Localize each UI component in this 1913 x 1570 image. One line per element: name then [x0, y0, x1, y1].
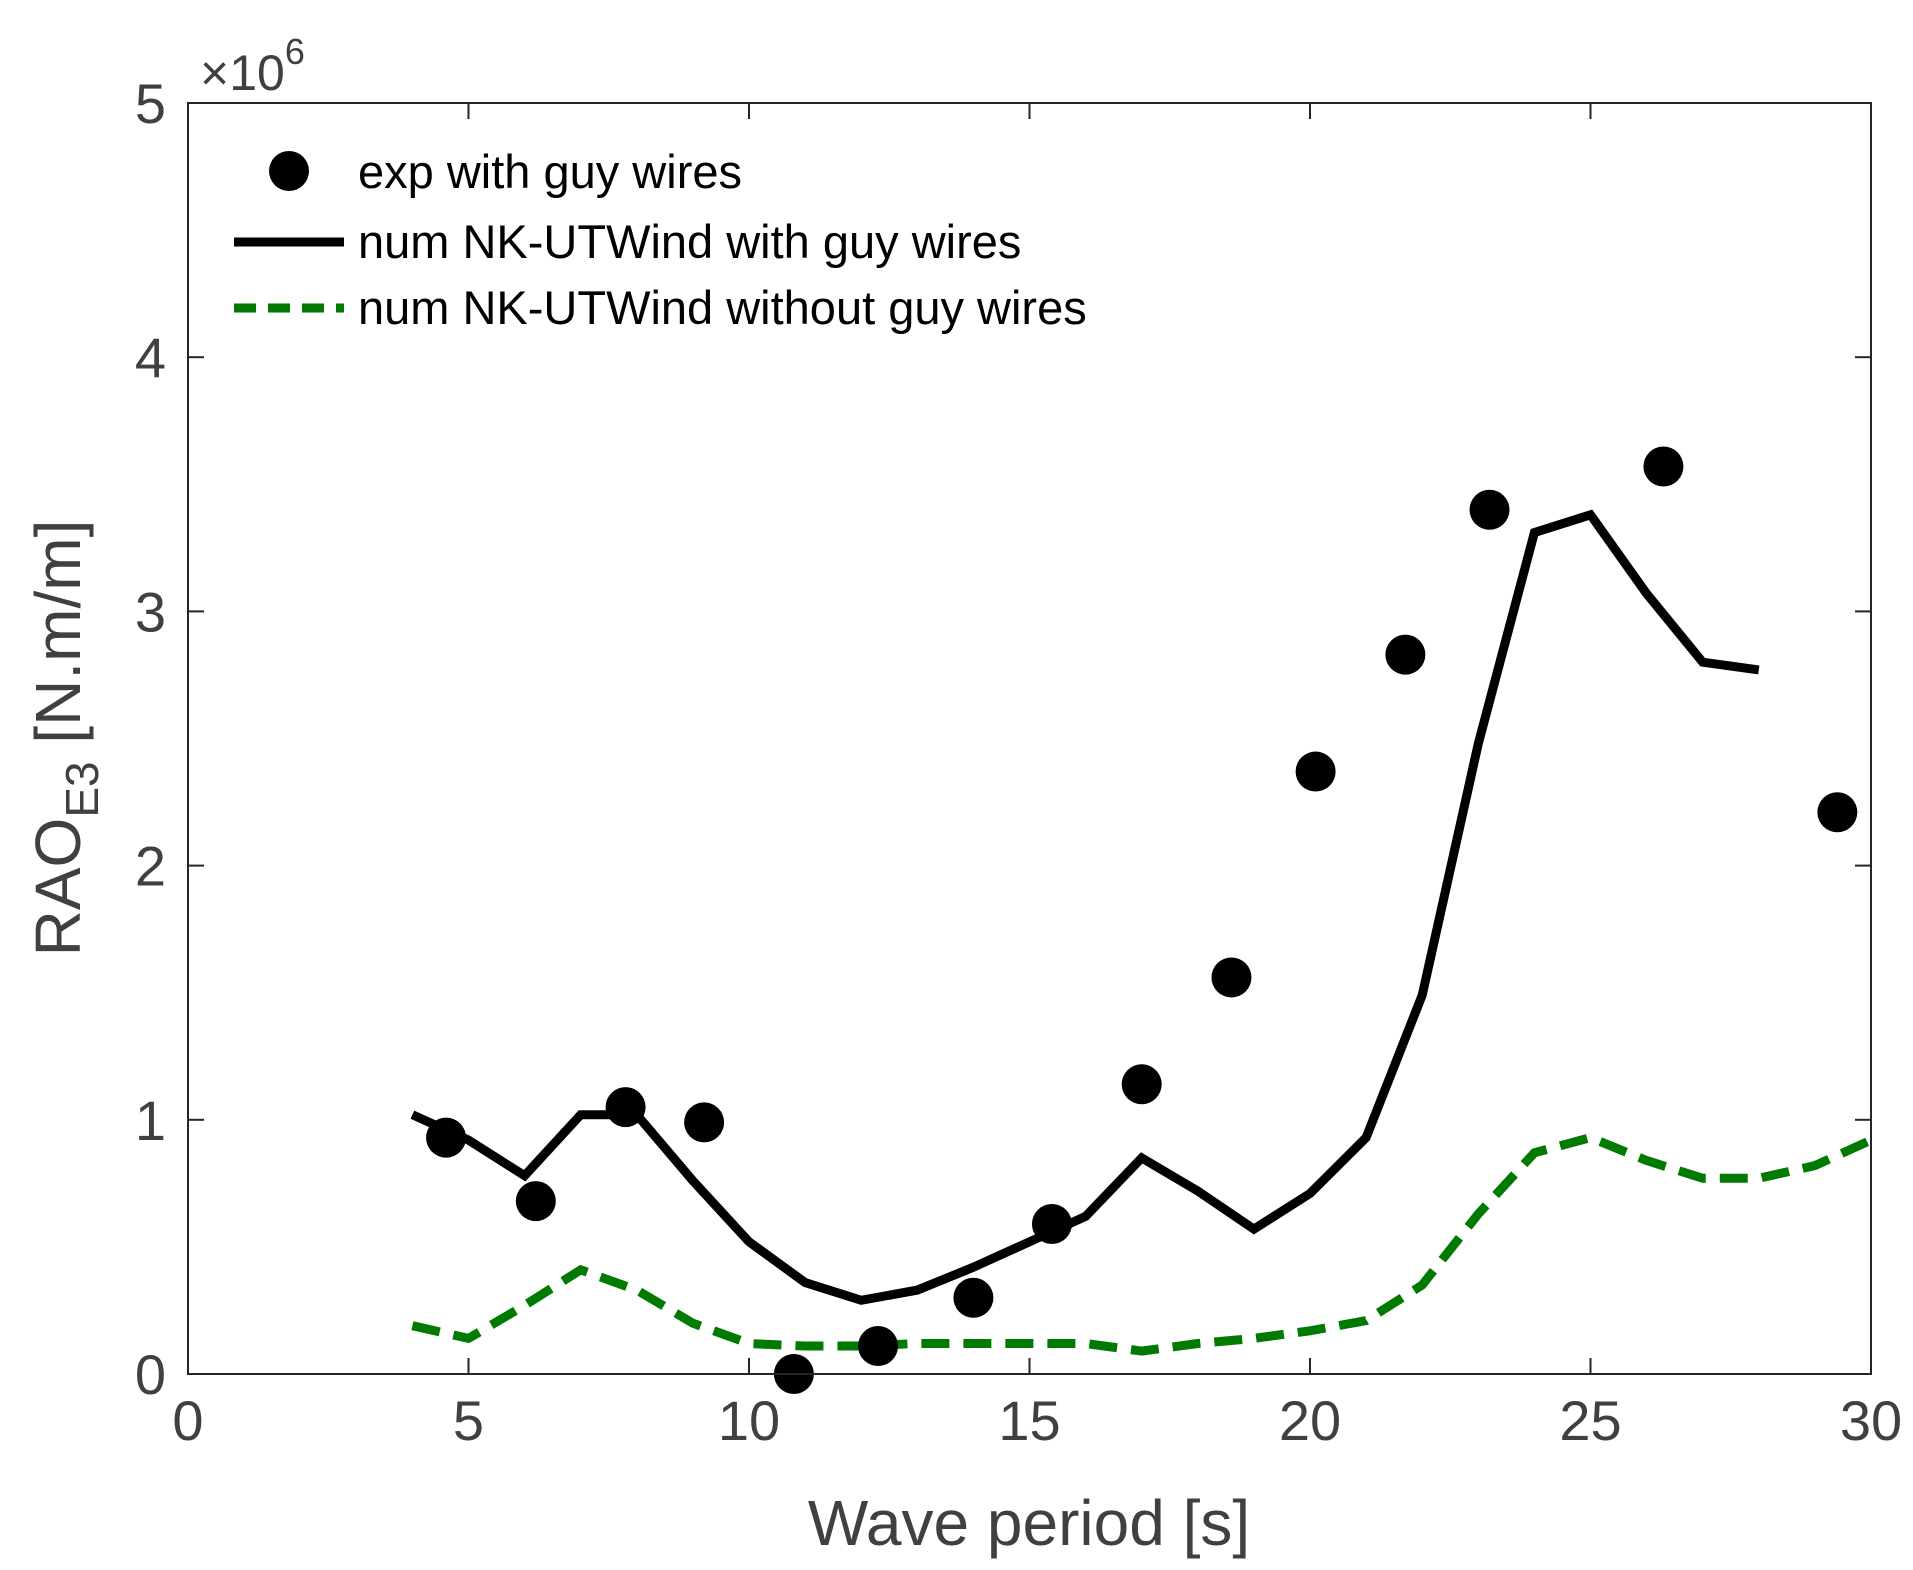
y-axis-title: RAOE3 [N.m/m] — [22, 520, 108, 957]
x-tick-label: 10 — [718, 1389, 780, 1452]
legend: exp with guy wires num NK-UTWind with gu… — [234, 145, 1087, 334]
y-axis-title-main: RAO — [22, 818, 94, 957]
series-exp-with-guy-wires — [426, 446, 1858, 1394]
y-axis-title-unit: [N.m/m] — [22, 520, 94, 762]
x-tick-label: 30 — [1840, 1389, 1902, 1452]
series-line-num-without-guy-wires — [411, 1132, 1873, 1356]
legend-label-num-without: num NK-UTWind without guy wires — [358, 281, 1087, 334]
data-point — [1031, 1204, 1072, 1245]
y-tick-label: 2 — [135, 835, 166, 898]
y-axis-title-subscript: E3 — [56, 761, 108, 817]
data-point — [1211, 957, 1252, 998]
y-tick-label: 1 — [135, 1089, 166, 1152]
x-tick-label: 5 — [453, 1389, 484, 1452]
y-tick-label: 5 — [135, 72, 166, 135]
data-point — [1643, 446, 1684, 487]
data-point — [1385, 634, 1426, 675]
data-point — [1469, 489, 1510, 530]
y-multiplier-prefix: ×10 — [200, 45, 285, 101]
y-tick-label: 3 — [135, 580, 166, 643]
data-point — [953, 1277, 994, 1318]
data-point — [1121, 1064, 1162, 1105]
y-multiplier-label: ×106 — [200, 31, 305, 101]
y-multiplier-exponent: 6 — [285, 31, 305, 72]
data-point — [515, 1181, 556, 1222]
plot-area — [188, 103, 1871, 1374]
y-tick-label: 0 — [135, 1343, 166, 1406]
data-point — [1295, 751, 1336, 792]
x-axis: 0 5 10 15 20 25 30 — [172, 103, 1902, 1452]
data-point — [1817, 792, 1858, 833]
legend-marker-exp — [269, 151, 309, 191]
x-axis-title: Wave period [s] — [808, 1487, 1250, 1559]
x-tick-label: 20 — [1279, 1389, 1341, 1452]
legend-label-num-with: num NK-UTWind with guy wires — [358, 215, 1021, 268]
legend-label-exp: exp with guy wires — [358, 145, 742, 198]
x-tick-label: 25 — [1559, 1389, 1621, 1452]
data-point — [605, 1087, 646, 1128]
data-point — [858, 1326, 899, 1367]
data-point — [684, 1102, 725, 1143]
x-tick-label: 15 — [998, 1389, 1060, 1452]
series-layer — [410, 446, 1873, 1394]
data-point — [426, 1117, 467, 1158]
y-tick-label: 4 — [135, 326, 166, 389]
x-tick-label: 0 — [172, 1389, 203, 1452]
y-axis: 0 1 2 3 4 5 — [135, 72, 1871, 1406]
